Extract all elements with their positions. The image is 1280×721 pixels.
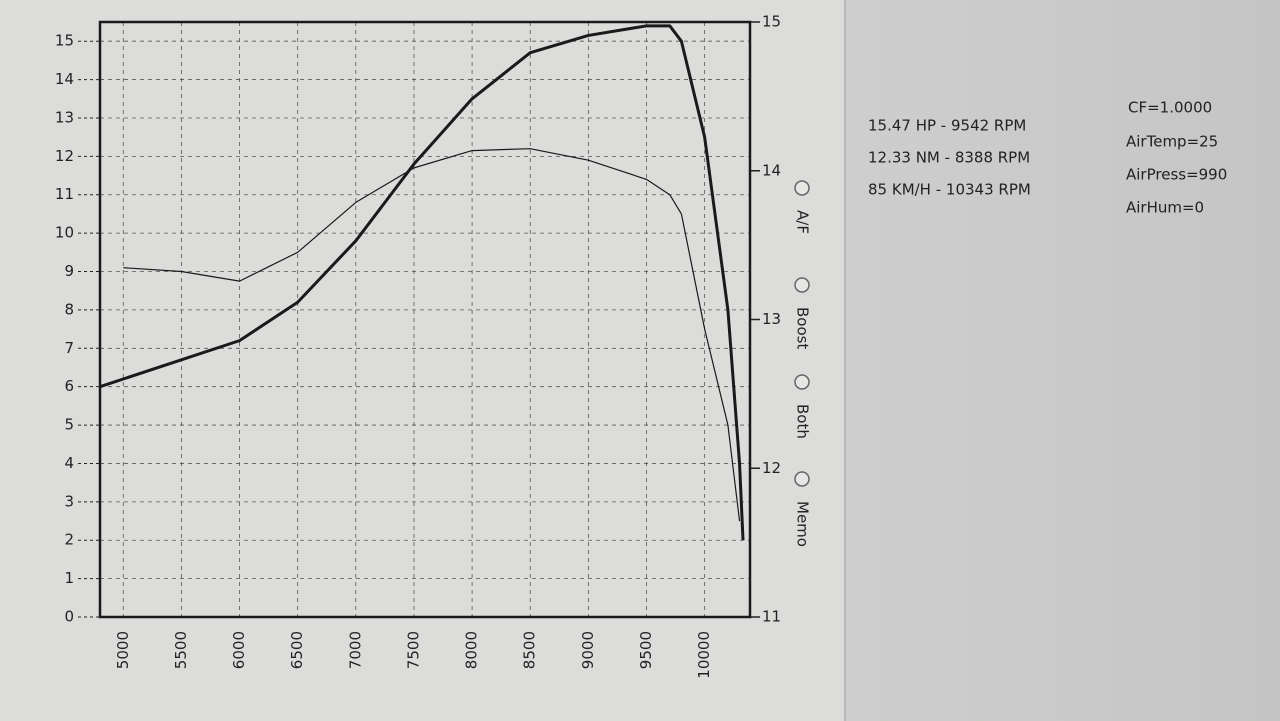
y-tick-label: 3 <box>64 492 74 510</box>
y2-tick-label: 14 <box>762 161 781 179</box>
x-tick-label: 10000 <box>695 631 713 679</box>
y2-tick-label: 15 <box>762 13 781 31</box>
readout: 12.33 NM - 8388 RPM <box>868 149 1030 167</box>
condition: AirTemp=25 <box>1126 133 1218 151</box>
y-tick-label: 12 <box>55 147 74 165</box>
x-tick-label: 8500 <box>521 631 539 669</box>
radio-label[interactable]: A/F <box>794 210 812 234</box>
x-tick-label: 5000 <box>114 631 132 669</box>
y2-tick-label: 11 <box>762 608 781 626</box>
y-tick-label: 7 <box>64 339 74 357</box>
y-tick-label: 15 <box>55 32 74 50</box>
y-tick-label: 1 <box>64 569 74 587</box>
y2-tick-label: 12 <box>762 459 781 477</box>
plot-frame <box>98 20 752 619</box>
x-tick-label: 7000 <box>346 631 364 669</box>
y-tick-label: 4 <box>64 454 74 472</box>
y-tick-label: 13 <box>55 108 74 126</box>
condition: AirHum=0 <box>1126 199 1204 217</box>
readout: 85 KM/H - 10343 RPM <box>868 181 1031 199</box>
x-tick-label: 5500 <box>172 631 190 669</box>
x-tick-label: 8000 <box>463 631 481 669</box>
radio-button[interactable] <box>794 180 810 196</box>
y-tick-label: 5 <box>64 416 74 434</box>
y-tick-label: 6 <box>64 377 74 395</box>
y-tick-label: 9 <box>64 262 74 280</box>
series-line <box>123 148 741 522</box>
x-tick-label: 6500 <box>288 631 306 669</box>
y-tick-label: 2 <box>64 531 74 549</box>
readouts: 15.47 HP - 9542 RPM 12.33 NM - 8388 RPM … <box>868 99 1227 217</box>
y-tick-label: 10 <box>55 224 74 242</box>
radio-label[interactable]: Memo <box>794 501 812 547</box>
series-line <box>99 24 745 541</box>
radio-button[interactable] <box>794 471 810 487</box>
radio-label[interactable]: Both <box>794 404 812 439</box>
x-tick-label: 7500 <box>404 631 422 669</box>
radio-label[interactable]: Boost <box>794 307 812 349</box>
condition: CF=1.0000 <box>1128 99 1212 117</box>
paper <box>0 0 845 721</box>
y-tick-label: 14 <box>55 70 74 88</box>
radio-button[interactable] <box>794 277 810 293</box>
x-tick-label: 9500 <box>637 631 655 669</box>
x-tick-label: 6000 <box>230 631 248 669</box>
x-tick-label: 9000 <box>579 631 597 669</box>
y-tick-label: 8 <box>64 300 74 318</box>
condition: AirPress=990 <box>1126 166 1227 184</box>
y2-tick-label: 13 <box>762 310 781 328</box>
y-tick-label: 11 <box>55 185 74 203</box>
y-tick-label: 0 <box>64 608 74 626</box>
radio-button[interactable] <box>794 374 810 390</box>
readout: 15.47 HP - 9542 RPM <box>868 117 1026 135</box>
